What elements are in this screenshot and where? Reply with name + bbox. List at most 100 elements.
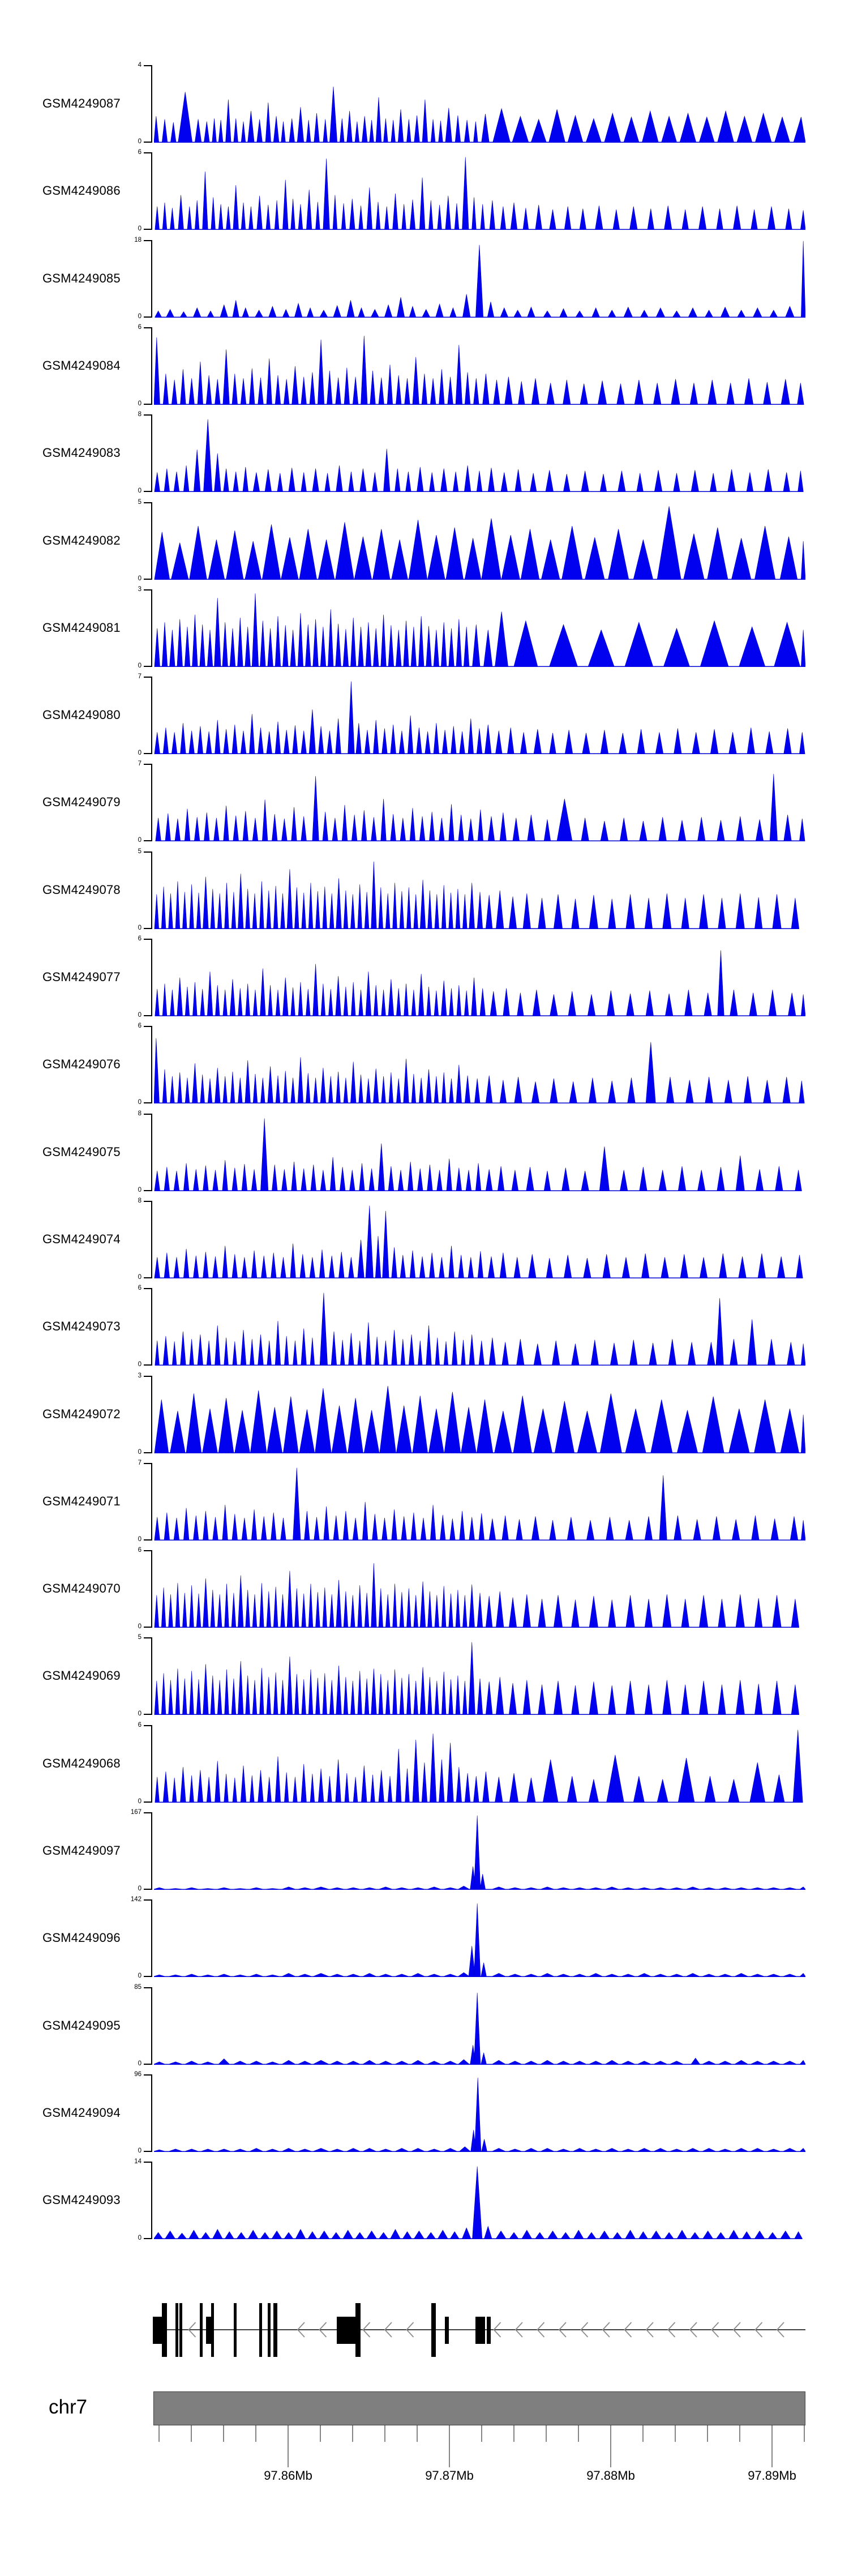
coverage-signal-plot	[154, 1467, 805, 1541]
track-label: GSM4249070	[42, 1581, 121, 1596]
y-tick-top	[144, 1637, 152, 1639]
y-max-label: 167	[130, 1809, 142, 1816]
y-tick-top	[144, 65, 152, 66]
y-zero-label: 0	[138, 575, 142, 582]
coverage-signal-plot	[154, 1563, 799, 1628]
y-tick-bottom	[144, 316, 152, 318]
signal-area	[154, 1118, 802, 1191]
chromosome-ideogram	[153, 2391, 805, 2425]
strand-arrow-icon	[406, 2322, 414, 2338]
y-axis-line	[151, 2074, 152, 2152]
y-max-label: 142	[130, 1896, 142, 1903]
y-axis-line	[151, 2162, 152, 2240]
y-axis-line	[151, 939, 152, 1016]
coverage-signal-plot	[154, 1992, 805, 2065]
track-label: GSM4249097	[42, 1843, 121, 1858]
track-label: GSM4249074	[42, 1231, 121, 1246]
signal-area	[154, 1903, 805, 1978]
coverage-signal-plot	[155, 1730, 803, 1803]
coverage-signal-plot	[154, 1205, 803, 1278]
strand-arrow-icon	[319, 2322, 327, 2338]
signal-area	[154, 86, 805, 143]
y-zero-label: 0	[138, 138, 142, 145]
exon-box	[268, 2303, 271, 2357]
signal-area	[155, 774, 805, 842]
y-tick-bottom	[144, 665, 152, 667]
signal-area	[154, 2166, 803, 2240]
y-tick-bottom	[144, 403, 152, 405]
coverage-signal-plot	[154, 2077, 805, 2152]
y-tick-bottom	[144, 840, 152, 842]
y-zero-label: 0	[138, 487, 142, 495]
coverage-signal-plot	[154, 593, 805, 667]
y-tick-top	[144, 414, 152, 416]
strand-arrow-icon	[297, 2322, 305, 2338]
y-max-label: 14	[134, 2158, 142, 2166]
y-tick-top	[144, 239, 152, 241]
exon-box	[273, 2303, 277, 2357]
y-axis-line	[151, 1113, 152, 1191]
y-tick-top	[144, 1200, 152, 1202]
track-label: GSM4249085	[42, 271, 121, 285]
y-tick-bottom	[144, 1452, 152, 1453]
exon-box	[200, 2303, 203, 2357]
track-label: GSM4249077	[42, 970, 121, 984]
track-label: GSM4249093	[42, 2193, 121, 2207]
y-tick-top	[144, 1288, 152, 1290]
track-label: GSM4249073	[42, 1319, 121, 1334]
coverage-signal-plot	[154, 861, 799, 929]
strand-arrow-icon	[188, 2322, 196, 2338]
coverage-signal-plot	[154, 1118, 802, 1191]
y-tick-bottom	[144, 2150, 152, 2152]
y-max-label: 6	[138, 1022, 142, 1030]
signal-area	[154, 1038, 805, 1104]
exon-box	[487, 2317, 491, 2344]
track-label: GSM4249094	[42, 2105, 121, 2120]
strand-arrow-icon	[384, 2322, 392, 2338]
signal-area	[155, 1730, 803, 1803]
y-zero-label: 0	[138, 662, 142, 669]
y-max-label: 8	[138, 1197, 142, 1204]
strand-arrow-icon	[667, 2322, 676, 2338]
y-max-label: 6	[138, 1547, 142, 1554]
y-tick-bottom	[144, 142, 152, 143]
track-label: GSM4249095	[42, 2018, 121, 2032]
coverage-signal-plot	[155, 1293, 805, 1366]
axis-tick-label: 97.86Mb	[264, 2468, 312, 2483]
y-tick-bottom	[144, 1364, 152, 1366]
axis-tick-label: 97.89Mb	[748, 2468, 796, 2483]
y-tick-top	[144, 1725, 152, 1726]
y-axis-line	[151, 1462, 152, 1541]
y-axis-line	[151, 1812, 152, 1890]
y-tick-bottom	[144, 1277, 152, 1278]
y-zero-label: 0	[138, 1710, 142, 1718]
y-zero-label: 0	[138, 400, 142, 407]
y-tick-top	[144, 1026, 152, 1028]
y-axis-line	[151, 1637, 152, 1715]
signal-area	[154, 1467, 805, 1541]
y-tick-bottom	[144, 1976, 152, 1978]
y-max-label: 6	[138, 149, 142, 156]
exon-box	[431, 2303, 436, 2357]
coverage-signal-plot	[155, 157, 805, 230]
y-axis-line	[151, 65, 152, 143]
y-max-label: 7	[138, 760, 142, 768]
gene-model-track	[153, 2303, 805, 2357]
y-tick-bottom	[144, 1714, 152, 1715]
y-tick-top	[144, 327, 152, 328]
y-tick-top	[144, 589, 152, 590]
y-tick-top	[144, 1899, 152, 1901]
y-tick-top	[144, 152, 152, 154]
y-zero-label: 0	[138, 225, 142, 233]
exon-box	[337, 2317, 357, 2344]
track-label: GSM4249069	[42, 1668, 121, 1683]
y-axis-line	[151, 414, 152, 493]
y-axis-line	[151, 239, 152, 318]
y-tick-top	[144, 502, 152, 503]
strand-arrow-icon	[493, 2322, 501, 2338]
coverage-signal-plot	[154, 86, 805, 143]
y-tick-bottom	[144, 1102, 152, 1104]
y-max-label: 6	[138, 323, 142, 331]
signal-area	[154, 861, 799, 929]
track-label: GSM4249086	[42, 183, 121, 198]
